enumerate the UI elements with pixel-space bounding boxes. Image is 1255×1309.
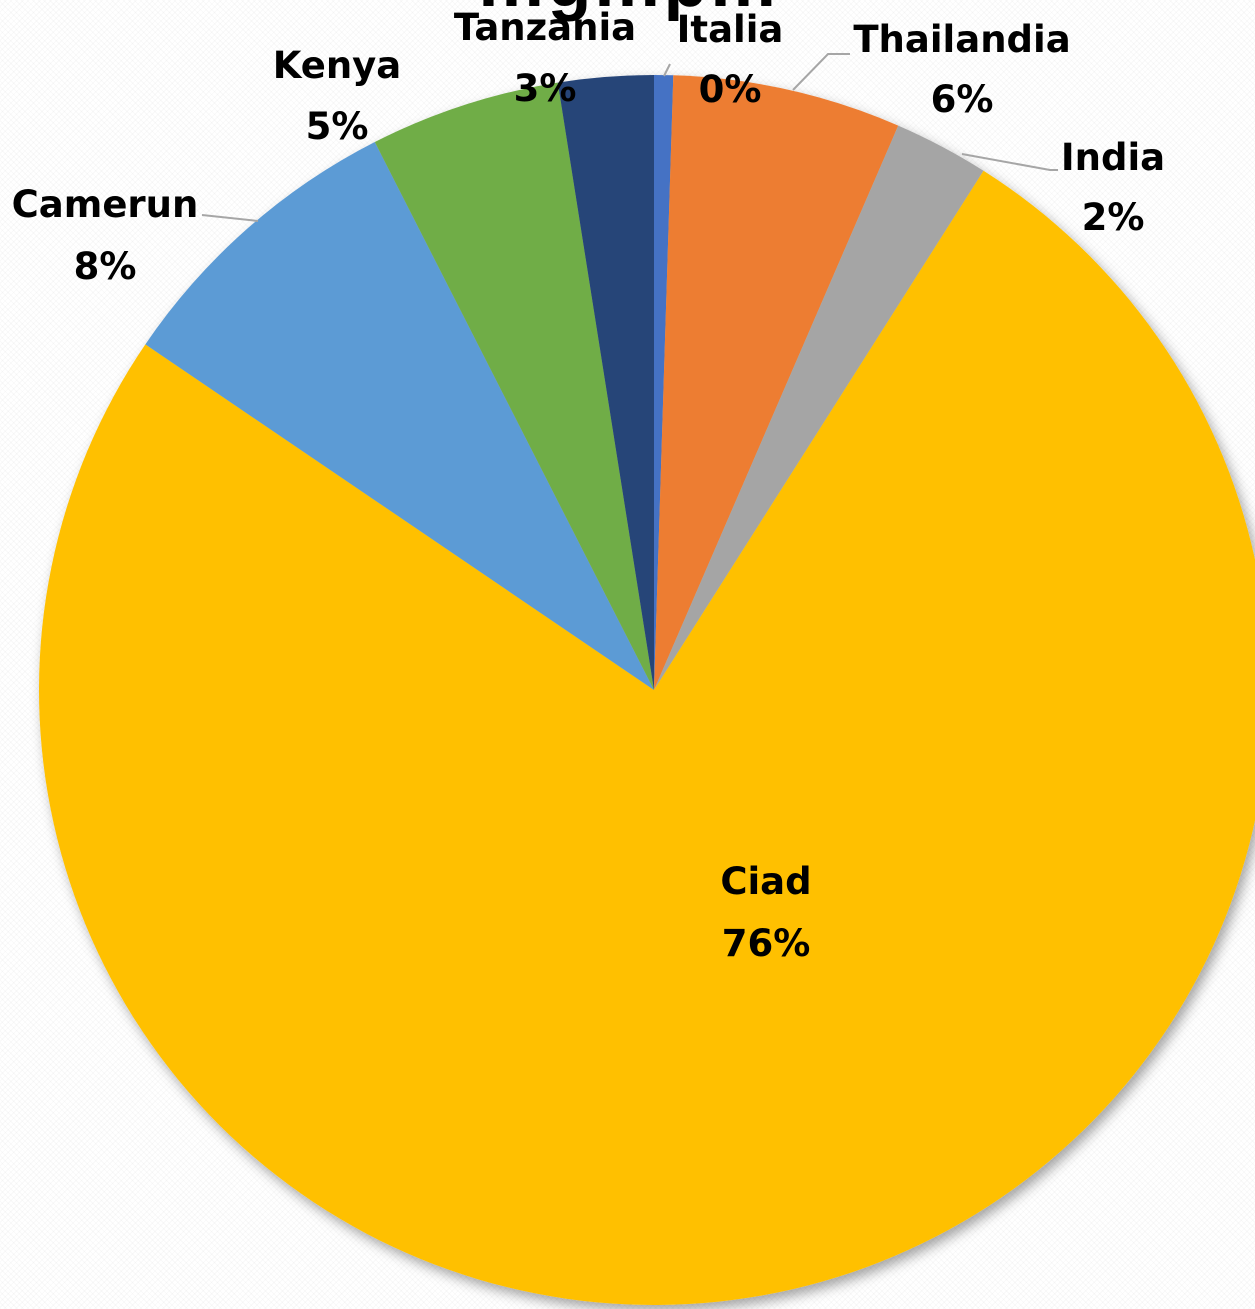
pie-slice-thailandia	[654, 75, 899, 690]
label-percent-india: 2%	[1082, 196, 1145, 239]
leader-line-camerun	[201, 214, 259, 222]
label-category-italia: Italia	[677, 8, 784, 51]
label-category-tanzania: Tanzania	[454, 6, 636, 49]
pie-slice-italia	[654, 75, 674, 690]
chart-title: …g…p…	[0, 0, 1255, 22]
pie-slice-tanzania	[557, 75, 654, 690]
data-labels: Italia 0% Thailandia 6% India 2% Ciad 76% Cameru…	[12, 6, 1165, 965]
label-category-ciad: Ciad	[720, 860, 811, 903]
label-percent-ciad: 76%	[722, 922, 811, 965]
label-percent-tanzania: 3%	[514, 67, 577, 110]
label-category-kenya: Kenya	[273, 44, 402, 87]
pie-slice-india	[654, 125, 984, 690]
leader-line-thailandia	[792, 53, 850, 91]
label-percent-kenya: 5%	[306, 105, 369, 148]
leader-line-italia	[663, 63, 671, 77]
label-category-camerun: Camerun	[12, 183, 199, 226]
label-category-thailandia: Thailandia	[853, 18, 1070, 61]
pie-slices	[39, 75, 1255, 1305]
pie-slice-camerun	[145, 142, 654, 690]
label-category-india: India	[1061, 136, 1165, 179]
pie-slice-ciad	[39, 170, 1255, 1305]
leader-lines	[201, 53, 1058, 222]
pie-slice-kenya	[374, 82, 654, 691]
leader-line-india	[961, 153, 1058, 171]
label-percent-italia: 0%	[699, 68, 762, 111]
label-percent-camerun: 8%	[74, 245, 137, 288]
label-percent-thailandia: 6%	[931, 78, 994, 121]
